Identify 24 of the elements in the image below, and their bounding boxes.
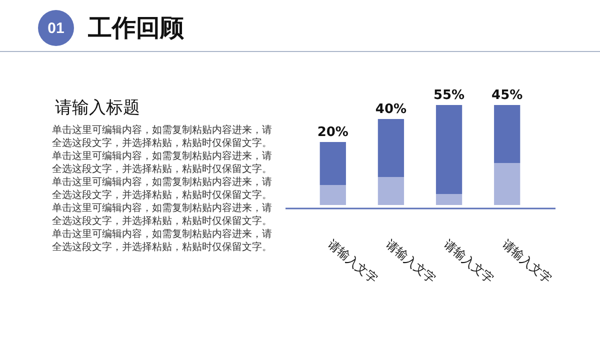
x-tick-label: 请输入文字: [499, 236, 554, 286]
text: 单击这里可编辑内容，如需复制粘贴内容进来，请全选这段文字，并选择粘贴，粘贴时仅保留文字。: [52, 124, 273, 150]
text: 请输入标题: [55, 97, 140, 119]
text: 45%: [492, 88, 523, 103]
annotation: 40%: [375, 102, 407, 117]
chart-title: 工作回顾: [88, 13, 184, 44]
bar: [320, 185, 346, 205]
x-tick-label: 请输入文字: [383, 236, 438, 286]
text: 单击这里可编辑内容，如需复制粘贴内容进来，请全选这段文字，并选择粘贴，粘贴时仅保留文字。: [52, 150, 273, 176]
text: 单击这里可编辑内容，如需复制粘贴内容进来，请全选这段文字，并选择粘贴，粘贴时仅保留文字。: [52, 228, 273, 254]
bar: [378, 177, 404, 205]
text: 单击这里可编辑内容，如需复制粘贴内容进来，请全选这段文字，并选择粘贴，粘贴时仅保留文字。: [52, 176, 273, 202]
bar: [436, 105, 462, 194]
annotation: 20%: [317, 125, 348, 140]
x-tick-label: 请输入文字: [441, 236, 496, 286]
text: 55%: [433, 88, 465, 103]
x-tick-label: 请输入文字: [325, 236, 380, 286]
bar: [436, 194, 462, 205]
bar: [320, 142, 346, 185]
bar: [378, 119, 404, 177]
text: 01: [38, 10, 74, 46]
bar: [494, 163, 520, 205]
text: 单击这里可编辑内容，如需复制粘贴内容进来，请全选这段文字，并选择粘贴，粘贴时仅保留文字。: [52, 202, 273, 228]
bar: [494, 105, 520, 163]
